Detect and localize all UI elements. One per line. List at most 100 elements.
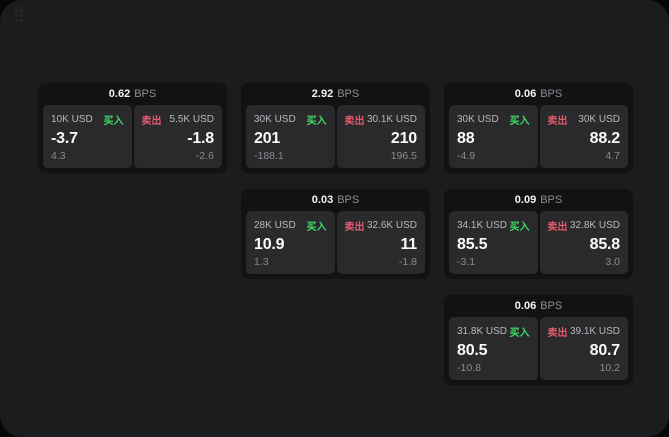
sell-panel[interactable]: 卖出 39.1K USD 80.7 10.2 [539, 317, 628, 380]
buy-panel-top: 10K USD 买入 [51, 112, 124, 127]
sell-delta: 3.0 [605, 256, 620, 268]
sell-label: 卖出 [547, 328, 568, 339]
card-header: 0.03 BPS [241, 189, 430, 211]
bps-value: 0.06 [514, 300, 537, 312]
buy-panel-top: 30K USD 买入 [457, 112, 530, 127]
buy-label: 买入 [509, 116, 530, 127]
sell-price: -1.8 [187, 129, 214, 147]
sell-panel-top: 卖出 39.1K USD [548, 324, 621, 339]
bps-value: 0.62 [108, 88, 131, 100]
sell-label: 卖出 [547, 116, 568, 127]
drag-handle-icon[interactable] [15, 9, 25, 24]
sell-delta: 4.7 [605, 150, 620, 162]
buy-price: 201 [254, 129, 281, 147]
bps-value: 0.09 [514, 194, 537, 206]
bps-value: 0.06 [514, 88, 537, 100]
quote-card: 0.03 BPS 28K USD 买入 10.9 1.3 卖出 32.6K US… [241, 189, 430, 279]
buy-delta: -188.1 [254, 150, 284, 162]
bps-unit-label: BPS [134, 88, 157, 100]
sell-price: 80.7 [589, 341, 621, 359]
quote-panels: 28K USD 买入 10.9 1.3 卖出 32.6K USD 11 -1.8 [246, 211, 425, 274]
sell-amount: 32.8K USD [569, 220, 620, 231]
bps-unit-label: BPS [337, 88, 360, 100]
quote-panels: 31.8K USD 买入 80.5 -10.8 卖出 39.1K USD 80.… [449, 317, 628, 380]
buy-label: 买入 [306, 116, 327, 127]
card-header: 0.62 BPS [38, 83, 227, 105]
buy-delta: -4.9 [457, 150, 476, 162]
sell-panel[interactable]: 卖出 32.6K USD 11 -1.8 [336, 211, 425, 274]
buy-price: 80.5 [457, 341, 488, 359]
sell-panel[interactable]: 卖出 30.1K USD 210 196.5 [336, 105, 425, 168]
buy-panel[interactable]: 10K USD 买入 -3.7 4.3 [43, 105, 132, 168]
quote-card: 2.92 BPS 30K USD 买入 201 -188.1 卖出 30.1K … [241, 83, 430, 173]
buy-amount: 10K USD [51, 114, 93, 125]
sell-panel-top: 卖出 5.5K USD [142, 112, 215, 127]
sell-panel-top: 卖出 30K USD [548, 112, 621, 127]
buy-panel[interactable]: 31.8K USD 买入 80.5 -10.8 [449, 317, 538, 380]
card-header: 2.92 BPS [241, 83, 430, 105]
buy-panel-top: 31.8K USD 买入 [457, 324, 530, 339]
sell-amount: 32.6K USD [366, 220, 417, 231]
buy-delta: -3.1 [457, 256, 476, 268]
quote-panels: 30K USD 买入 88 -4.9 卖出 30K USD 88.2 4.7 [449, 105, 628, 168]
sell-panel[interactable]: 卖出 30K USD 88.2 4.7 [539, 105, 628, 168]
buy-amount: 31.8K USD [457, 326, 508, 337]
buy-delta: 1.3 [254, 256, 269, 268]
quote-card: 0.09 BPS 34.1K USD 买入 85.5 -3.1 卖出 32.8K… [444, 189, 633, 279]
card-header: 0.06 BPS [444, 295, 633, 317]
sell-price: 11 [400, 235, 417, 253]
sell-label: 卖出 [344, 116, 365, 127]
quote-card: 0.62 BPS 10K USD 买入 -3.7 4.3 卖出 5.5K USD… [38, 83, 227, 173]
buy-price: -3.7 [51, 129, 78, 147]
sell-price: 85.8 [589, 235, 621, 253]
buy-panel-top: 34.1K USD 买入 [457, 218, 530, 233]
sell-delta: -1.8 [398, 256, 417, 268]
quote-card: 0.06 BPS 31.8K USD 买入 80.5 -10.8 卖出 39.1… [444, 295, 633, 385]
sell-delta: -2.6 [195, 150, 214, 162]
sell-delta: 196.5 [390, 150, 417, 162]
bps-value: 2.92 [311, 88, 334, 100]
card-header: 0.09 BPS [444, 189, 633, 211]
buy-label: 买入 [103, 116, 124, 127]
buy-panel[interactable]: 30K USD 买入 201 -188.1 [246, 105, 335, 168]
buy-label: 买入 [509, 222, 530, 233]
sell-amount: 5.5K USD [169, 114, 214, 125]
quote-panels: 34.1K USD 买入 85.5 -3.1 卖出 32.8K USD 85.8… [449, 211, 628, 274]
bps-unit-label: BPS [540, 88, 563, 100]
bps-unit-label: BPS [540, 194, 563, 206]
buy-delta: 4.3 [51, 150, 66, 162]
sell-panel-top: 卖出 32.6K USD [345, 218, 418, 233]
sell-panel[interactable]: 卖出 32.8K USD 85.8 3.0 [539, 211, 628, 274]
buy-panel[interactable]: 30K USD 买入 88 -4.9 [449, 105, 538, 168]
bps-value: 0.03 [311, 194, 334, 206]
buy-panel-top: 28K USD 买入 [254, 218, 327, 233]
buy-label: 买入 [509, 328, 530, 339]
sell-label: 卖出 [344, 222, 365, 233]
buy-label: 买入 [306, 222, 327, 233]
quote-panels: 10K USD 买入 -3.7 4.3 卖出 5.5K USD -1.8 -2.… [43, 105, 222, 168]
buy-price: 88 [457, 129, 475, 147]
sell-amount: 39.1K USD [569, 326, 620, 337]
bps-unit-label: BPS [337, 194, 360, 206]
sell-delta: 10.2 [599, 362, 620, 374]
buy-price: 85.5 [457, 235, 488, 253]
quote-panels: 30K USD 买入 201 -188.1 卖出 30.1K USD 210 1… [246, 105, 425, 168]
quote-card: 0.06 BPS 30K USD 买入 88 -4.9 卖出 30K USD 8… [444, 83, 633, 173]
sell-amount: 30.1K USD [366, 114, 417, 125]
sell-amount: 30K USD [578, 114, 620, 125]
buy-delta: -10.8 [457, 362, 481, 374]
buy-amount: 30K USD [254, 114, 296, 125]
cards-grid: 0.62 BPS 10K USD 买入 -3.7 4.3 卖出 5.5K USD… [38, 83, 633, 385]
bps-unit-label: BPS [540, 300, 563, 312]
sell-panel-top: 卖出 32.8K USD [548, 218, 621, 233]
buy-amount: 28K USD [254, 220, 296, 231]
sell-panel[interactable]: 卖出 5.5K USD -1.8 -2.6 [133, 105, 222, 168]
sell-label: 卖出 [141, 116, 162, 127]
buy-amount: 34.1K USD [457, 220, 508, 231]
buy-panel[interactable]: 28K USD 买入 10.9 1.3 [246, 211, 335, 274]
buy-panel[interactable]: 34.1K USD 买入 85.5 -3.1 [449, 211, 538, 274]
buy-panel-top: 30K USD 买入 [254, 112, 327, 127]
sell-price: 210 [390, 129, 417, 147]
sell-panel-top: 卖出 30.1K USD [345, 112, 418, 127]
